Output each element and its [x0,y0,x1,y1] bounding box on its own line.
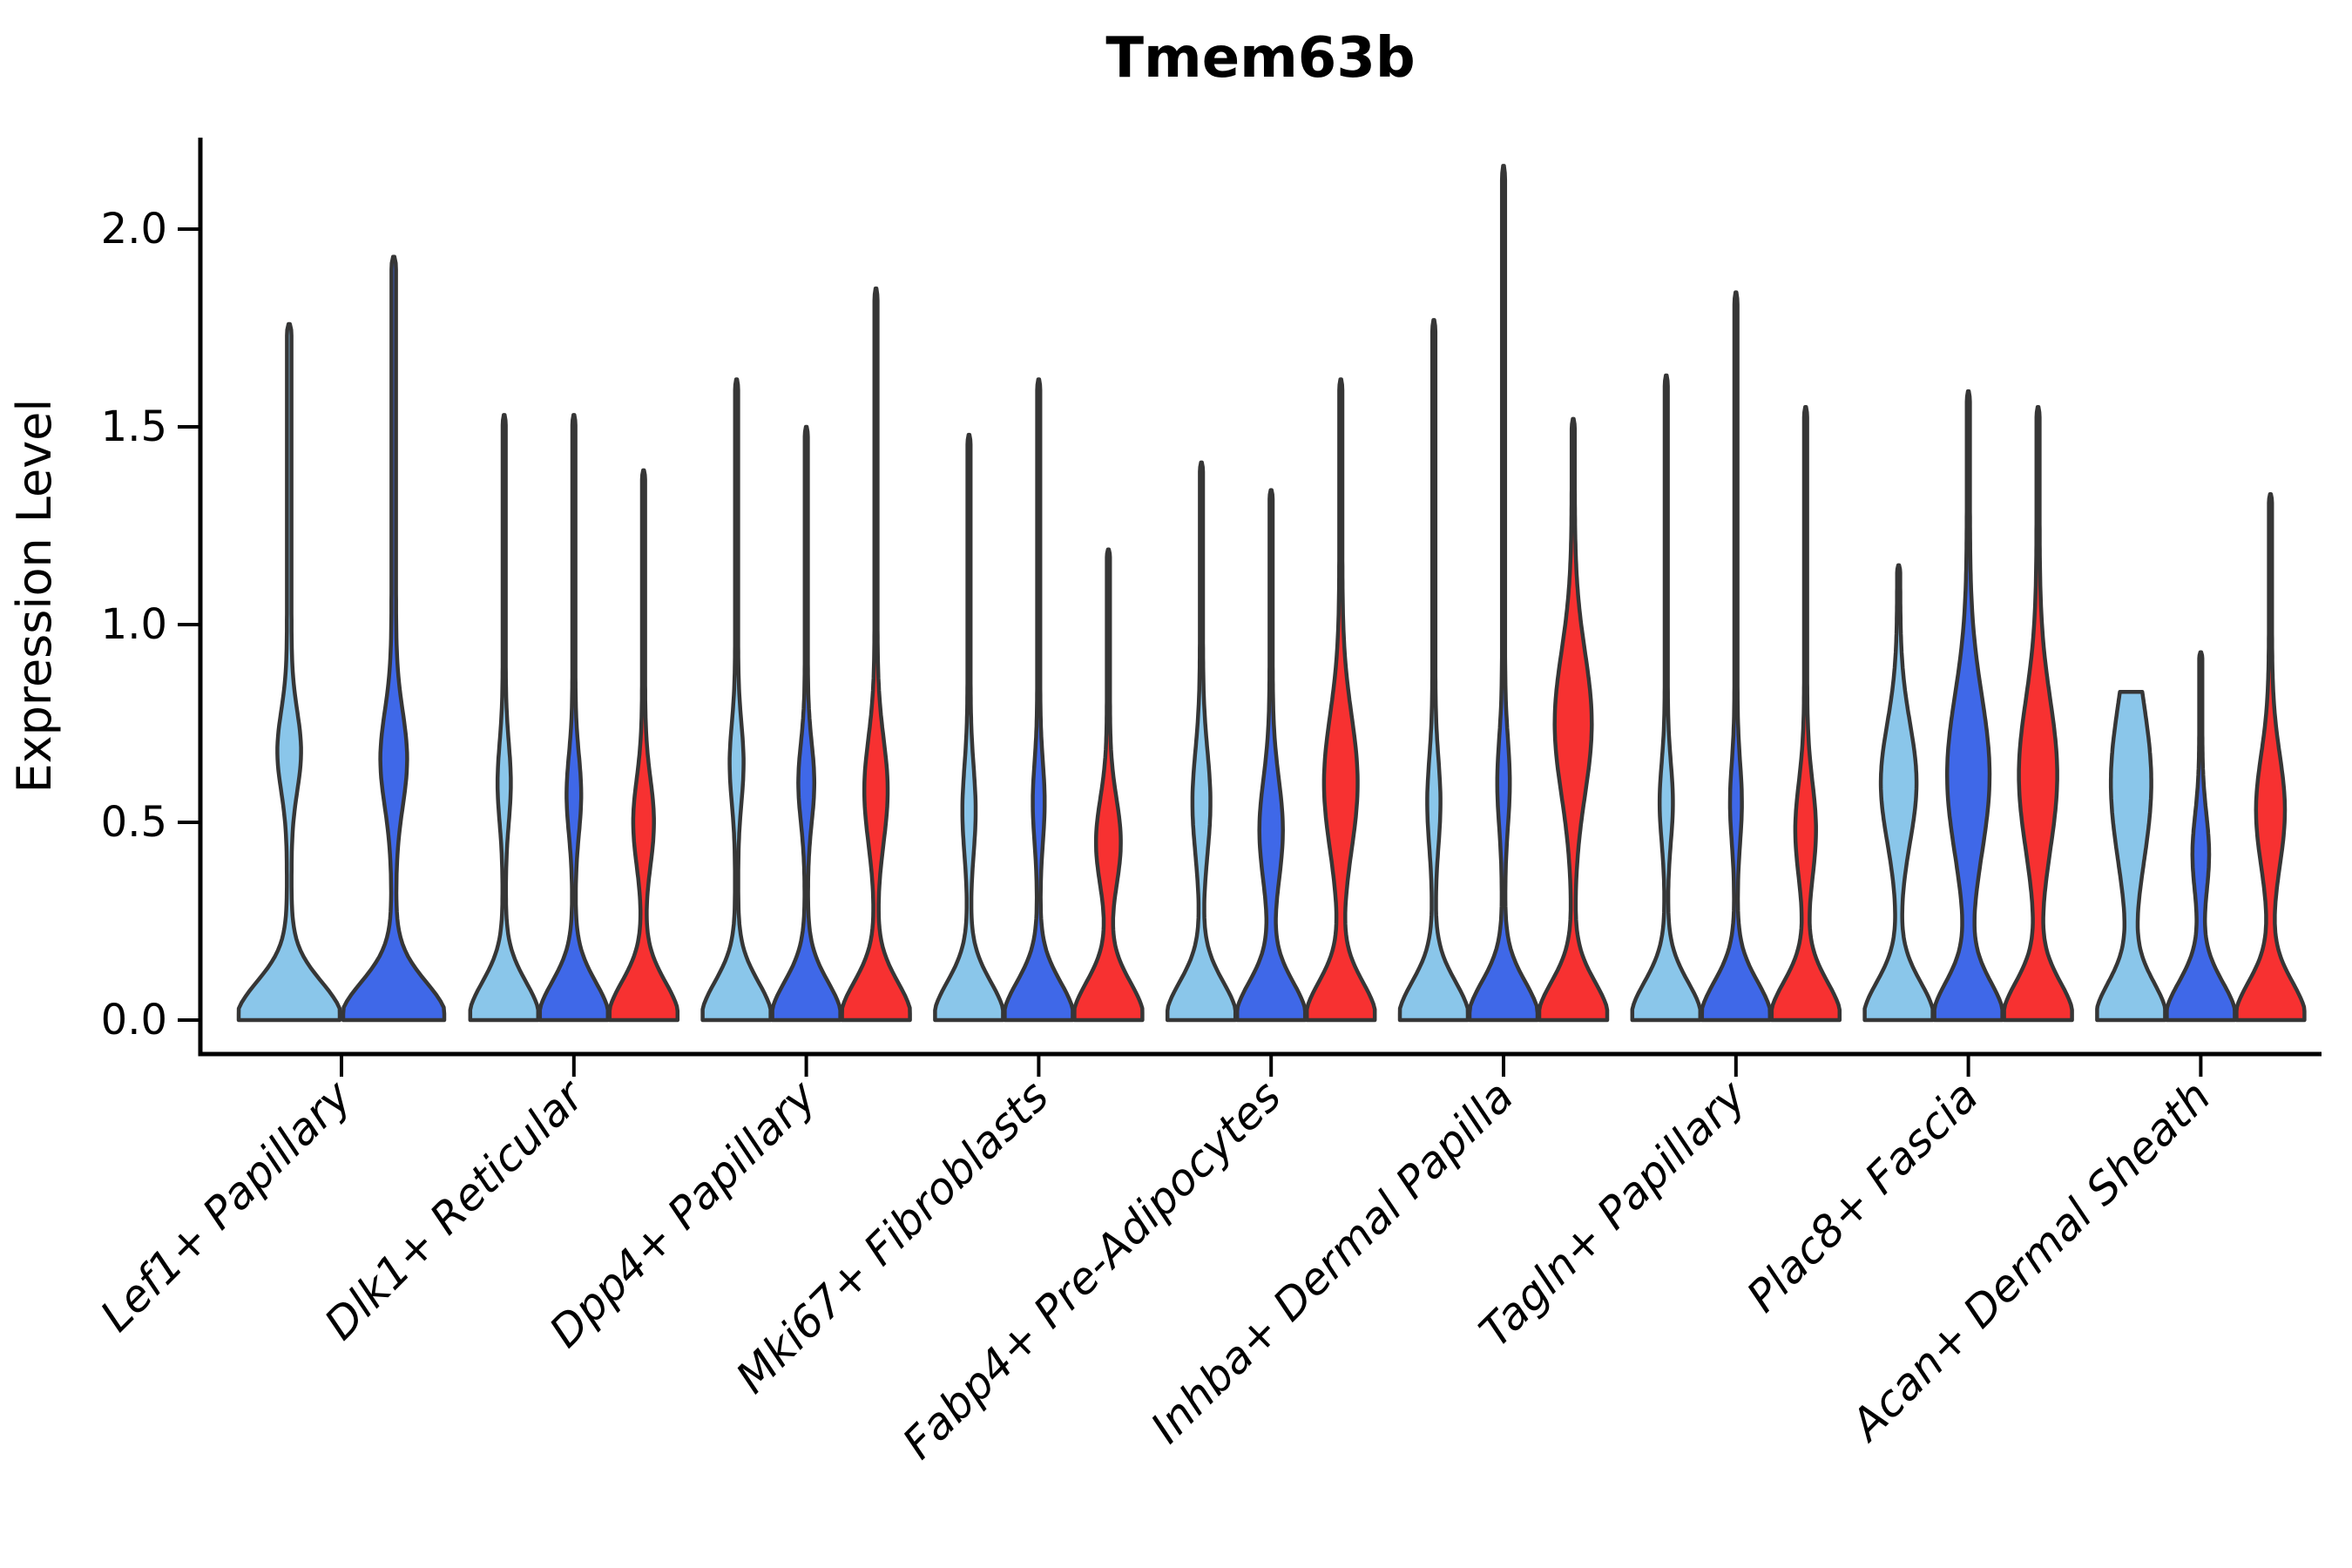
violin-7-1 [1932,389,2004,1023]
violin-7-0 [1862,563,1935,1023]
violin-3-2 [1072,547,1145,1023]
x-tick-label: Plac8+ Fascia [1737,1071,1988,1321]
x-tick-label: Fabp4+ Pre-Adipocytes [893,1071,1291,1469]
violin-2-2 [840,286,912,1023]
violin-8-1 [2165,650,2237,1023]
violin-1-1 [537,413,611,1023]
violin-4-2 [1304,377,1377,1023]
violin-0-1 [341,254,447,1023]
y-tick-label: 0.5 [101,798,167,847]
violin-3-1 [1003,377,1075,1023]
violin-1-0 [468,413,541,1023]
violin-4-0 [1165,460,1238,1023]
y-axis-label: Expression Level [7,399,62,794]
violin-8-0 [2095,689,2167,1023]
violin-7-2 [2002,405,2074,1023]
violin-4-1 [1234,488,1308,1023]
violin-1-2 [607,468,680,1023]
x-tick-label: Lef1+ Papillary [91,1070,362,1341]
violin-5-1 [1467,164,1540,1023]
violin-6-1 [1700,290,1773,1023]
violins [236,164,2307,1023]
violin-0-0 [236,321,342,1023]
violin-8-2 [2234,491,2307,1023]
y-axis-ticks: 0.0 0.5 1.0 1.5 2.0 [101,205,200,1044]
y-tick-label: 1.5 [101,402,167,451]
y-tick-label: 1.0 [101,600,167,649]
violin-6-0 [1630,373,1703,1023]
violin-2-1 [770,424,842,1023]
violin-5-2 [1537,416,1610,1023]
violin-3-0 [933,432,1005,1023]
violin-5-0 [1397,318,1470,1023]
chart-title: Tmem63b [1105,26,1415,91]
violin-2-0 [700,377,773,1023]
y-tick-label: 2.0 [101,205,167,253]
violin-6-2 [1769,405,1842,1023]
y-tick-label: 0.0 [101,996,167,1044]
